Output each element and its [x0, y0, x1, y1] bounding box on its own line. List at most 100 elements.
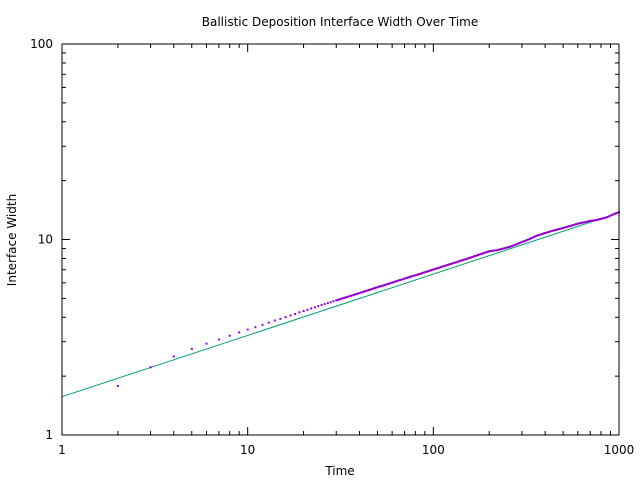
data-point	[519, 241, 522, 244]
data-point	[584, 220, 587, 223]
data-point	[362, 290, 365, 293]
data-point	[574, 223, 576, 226]
data-point	[594, 219, 597, 222]
data-point	[542, 232, 545, 235]
data-point	[289, 314, 292, 317]
data-point	[261, 323, 264, 326]
data-point	[566, 225, 568, 228]
data-point	[485, 251, 488, 254]
data-point	[478, 253, 481, 256]
data-point	[337, 298, 340, 301]
data-point	[306, 308, 309, 311]
data-point	[596, 218, 599, 221]
data-point	[493, 249, 496, 252]
data-point	[348, 295, 351, 298]
data-point	[336, 299, 339, 301]
data-point	[557, 228, 560, 231]
y-tick-label: 100	[30, 37, 53, 51]
data-point	[440, 266, 442, 268]
data-point	[403, 277, 406, 280]
data-point	[365, 289, 368, 292]
fit-line	[61, 212, 620, 398]
data-point	[352, 293, 355, 296]
data-point	[554, 228, 557, 231]
data-point	[526, 239, 528, 242]
data-point	[545, 231, 548, 234]
data-point	[345, 296, 348, 299]
x-tick-label: 1000	[604, 443, 635, 457]
data-point	[400, 278, 403, 281]
minor-ticks	[62, 44, 619, 435]
data-point	[421, 272, 424, 275]
major-ticks	[61, 43, 620, 436]
data-point	[578, 222, 581, 225]
data-point	[433, 268, 436, 271]
data-point	[541, 232, 544, 235]
data-point	[357, 292, 360, 295]
data-point	[294, 313, 297, 315]
data-point	[149, 366, 152, 369]
data-point	[500, 248, 503, 251]
data-point	[477, 254, 479, 256]
data-point	[598, 218, 601, 221]
data-point	[423, 271, 426, 274]
data-point	[509, 245, 512, 248]
data-point	[531, 236, 534, 239]
data-point	[490, 249, 493, 252]
data-point	[553, 229, 556, 232]
data-point	[571, 224, 574, 227]
data-point	[462, 258, 465, 261]
data-point	[410, 275, 413, 278]
data-point	[238, 331, 241, 334]
data-point	[434, 267, 437, 270]
data-point	[572, 224, 575, 226]
data-point	[432, 268, 435, 271]
data-point	[552, 229, 555, 232]
data-point	[559, 227, 562, 230]
data-point	[363, 290, 366, 293]
data-point	[441, 265, 444, 268]
data-point	[518, 242, 521, 245]
data-point	[548, 230, 551, 233]
data-point	[483, 251, 486, 254]
data-point	[414, 274, 417, 277]
data-point	[419, 272, 422, 275]
data-point	[564, 226, 567, 229]
data-point	[361, 291, 364, 294]
data-point	[579, 222, 582, 225]
data-point	[339, 298, 342, 301]
data-point	[302, 310, 305, 312]
data-point	[465, 258, 467, 261]
data-point	[444, 264, 447, 267]
data-point	[569, 224, 572, 227]
data-point	[513, 243, 516, 246]
data-point	[172, 355, 175, 358]
data-point	[358, 292, 361, 295]
data-point	[506, 246, 509, 249]
data-point	[452, 262, 455, 265]
data-point	[600, 217, 602, 220]
data-point	[344, 296, 347, 299]
data-point	[409, 275, 411, 278]
data-point	[370, 288, 373, 291]
data-point	[375, 286, 378, 289]
data-point	[556, 228, 558, 231]
data-point	[495, 249, 498, 252]
data-point	[488, 250, 491, 253]
data-point	[310, 307, 313, 310]
data-point	[346, 295, 349, 298]
data-point	[418, 273, 421, 275]
data-point	[320, 304, 323, 307]
data-point	[470, 256, 473, 259]
data-point	[589, 219, 592, 222]
data-point	[422, 271, 425, 274]
data-point	[587, 220, 590, 223]
data-point	[474, 255, 477, 257]
data-point	[466, 257, 469, 260]
data-point	[471, 255, 474, 258]
data-point	[329, 301, 332, 304]
data-point	[417, 273, 420, 276]
data-point	[116, 385, 119, 387]
data-point	[522, 240, 525, 243]
data-point	[467, 257, 470, 260]
